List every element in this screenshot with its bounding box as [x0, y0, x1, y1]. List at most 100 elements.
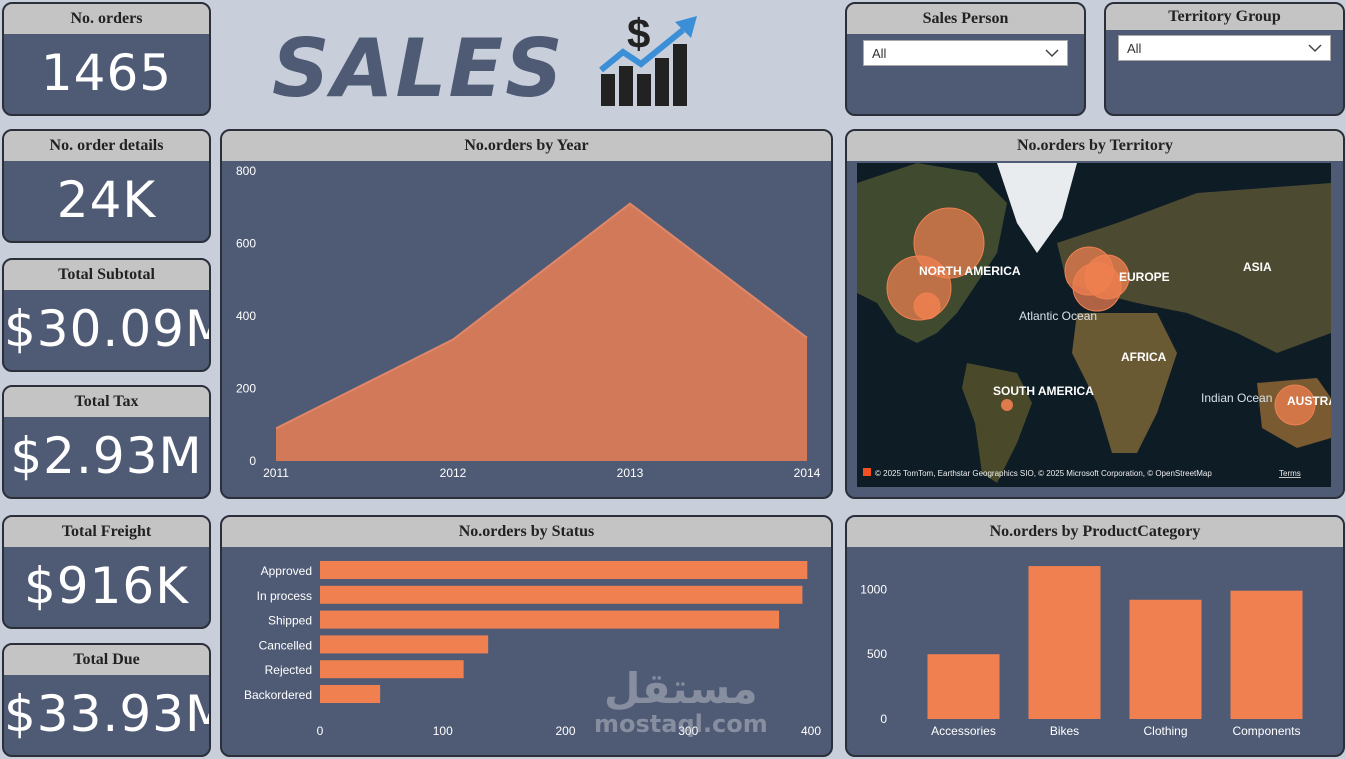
kpi-label: Total Subtotal: [4, 260, 209, 290]
svg-text:$: $: [627, 12, 650, 57]
x-tick-label: 300: [678, 724, 698, 738]
x-tick-label: 400: [801, 724, 821, 738]
kpi-label: Total Due: [4, 645, 209, 675]
y-tick-label: 1000: [860, 582, 887, 596]
dropdown-value: All: [872, 45, 887, 61]
chart-orders-by-territory[interactable]: No.orders by Territory NO: [845, 129, 1345, 499]
slicer-sales-person[interactable]: Sales Person All: [845, 2, 1086, 116]
watermark-latin: mostaql.com: [594, 710, 768, 738]
chart-orders-by-status[interactable]: No.orders by Status Approved In process Sh…: [220, 515, 833, 757]
slicer-label: Sales Person: [847, 4, 1084, 34]
sales-growth-icon: $: [599, 12, 697, 106]
y-category-label: Cancelled: [259, 638, 312, 652]
kpi-card-due[interactable]: Total Due $33.93M: [2, 643, 211, 757]
kpi-label: No. order details: [4, 131, 209, 161]
status-bar[interactable]: [320, 585, 803, 604]
kpi-value: $2.93M: [10, 427, 203, 485]
x-tick-label: 2014: [794, 466, 821, 480]
x-tick-label: 2012: [440, 466, 467, 480]
microsoft-logo-icon: [863, 468, 871, 476]
chart-orders-by-productcategory[interactable]: No.orders by ProductCategory 0 500 1000 Acc…: [845, 515, 1345, 757]
kpi-card-subtotal[interactable]: Total Subtotal $30.09M: [2, 258, 211, 372]
y-category-label: Backordered: [244, 688, 312, 702]
map-attribution: © 2025 TomTom, Earthstar Geographics SIO…: [875, 469, 1212, 478]
y-category-label: Rejected: [265, 663, 312, 677]
chart-title: No.orders by Status: [222, 517, 831, 547]
map-label: AUSTRALIA: [1287, 394, 1331, 408]
watermark: مستقل mostaql.com: [594, 664, 768, 738]
x-category-label: Accessories: [931, 724, 996, 738]
y-category-label: Approved: [261, 564, 312, 578]
y-tick-label: 800: [236, 164, 256, 178]
y-tick-label: 600: [236, 237, 256, 251]
world-map-graphic: NORTH AMERICA EUROPE ASIA Atlantic Ocean…: [857, 163, 1331, 487]
kpi-value: 24K: [56, 171, 157, 229]
kpi-card-orders[interactable]: No. orders 1465: [2, 2, 211, 116]
x-tick-label: 100: [433, 724, 453, 738]
x-tick-label: 2013: [617, 466, 644, 480]
kpi-value: $916K: [23, 557, 190, 615]
map-label: ASIA: [1243, 260, 1272, 274]
map-bubble[interactable]: [913, 292, 941, 320]
chevron-down-icon: [1045, 49, 1059, 58]
status-bar-chart: Approved In process Shipped Cancelled Reject…: [244, 561, 821, 738]
map-label: NORTH AMERICA: [919, 264, 1021, 278]
kpi-value: 1465: [40, 44, 173, 102]
kpi-card-order-details[interactable]: No. order details 24K: [2, 129, 211, 243]
category-bar[interactable]: [1129, 599, 1202, 719]
x-tick-label: 0: [317, 724, 324, 738]
map-label: AFRICA: [1121, 350, 1167, 364]
map-label: Indian Ocean: [1201, 391, 1272, 405]
kpi-label: Total Freight: [4, 517, 209, 547]
y-tick-label: 0: [880, 712, 887, 726]
map-bubble[interactable]: [1084, 254, 1130, 300]
kpi-label: No. orders: [4, 4, 209, 34]
x-tick-label: 200: [555, 724, 575, 738]
area-line[interactable]: [275, 202, 808, 430]
y-category-label: In process: [257, 589, 312, 603]
watermark-arabic: مستقل: [604, 664, 758, 713]
territory-group-dropdown[interactable]: All: [1118, 35, 1331, 61]
chart-title: No.orders by Territory: [847, 131, 1343, 161]
map-bubble[interactable]: [1274, 384, 1316, 426]
category-bar-chart: 0 500 1000 Accessories Bikes Clothing Componen…: [860, 566, 1303, 738]
x-category-label: Bikes: [1050, 724, 1079, 738]
dropdown-value: All: [1127, 40, 1142, 56]
map-label: SOUTH AMERICA: [993, 384, 1094, 398]
chart-title: No.orders by ProductCategory: [847, 517, 1343, 547]
x-category-label: Components: [1232, 724, 1300, 738]
chevron-down-icon: [1308, 44, 1322, 53]
kpi-card-freight[interactable]: Total Freight $916K: [2, 515, 211, 629]
y-tick-label: 500: [867, 647, 887, 661]
year-area-chart: 0 200 400 600 800 2011 2012 2013 2014: [236, 164, 821, 480]
sales-person-dropdown[interactable]: All: [863, 40, 1068, 66]
map-label: EUROPE: [1119, 270, 1170, 284]
category-bar[interactable]: [1230, 590, 1303, 719]
kpi-value: $30.09M: [4, 300, 211, 358]
category-bar[interactable]: [1028, 566, 1101, 719]
chart-title: No.orders by Year: [222, 131, 831, 161]
page-title: SALES: [272, 22, 565, 115]
kpi-label: Total Tax: [4, 387, 209, 417]
category-bar[interactable]: [927, 654, 1000, 719]
map-terms-link[interactable]: Terms: [1279, 469, 1301, 478]
y-tick-label: 0: [249, 454, 256, 468]
area-series[interactable]: [276, 203, 807, 461]
map-label: Atlantic Ocean: [1019, 309, 1097, 323]
x-category-label: Clothing: [1143, 724, 1187, 738]
map-bubble[interactable]: [1001, 399, 1013, 411]
status-bar[interactable]: [320, 561, 808, 579]
y-tick-label: 200: [236, 382, 256, 396]
kpi-value: $33.93M: [4, 685, 211, 743]
territory-map[interactable]: NORTH AMERICA EUROPE ASIA Atlantic Ocean…: [857, 163, 1331, 487]
status-bar[interactable]: [320, 610, 780, 629]
y-tick-label: 400: [236, 309, 256, 323]
slicer-label: Territory Group: [1106, 4, 1343, 30]
kpi-card-tax[interactable]: Total Tax $2.93M: [2, 385, 211, 499]
status-bar[interactable]: [320, 685, 381, 703]
status-bar[interactable]: [320, 635, 489, 654]
x-tick-label: 2011: [263, 466, 289, 480]
chart-orders-by-year[interactable]: No.orders by Year 0 200 400 600 800 2011 2012 2…: [220, 129, 833, 499]
status-bar[interactable]: [320, 660, 464, 679]
slicer-territory-group[interactable]: Territory Group All: [1104, 2, 1345, 116]
